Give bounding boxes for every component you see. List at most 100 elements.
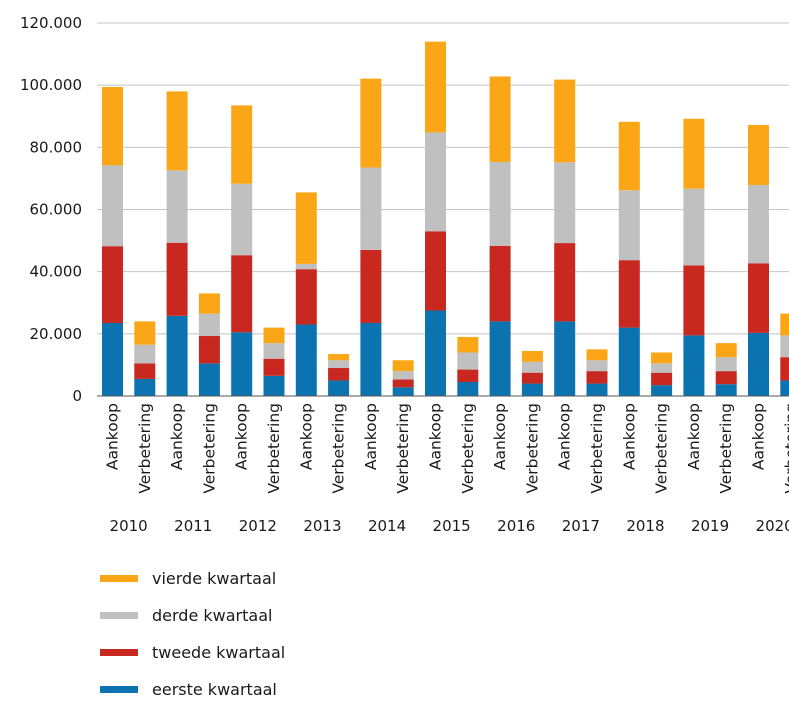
legend-swatch <box>100 611 138 619</box>
bar-segment <box>586 360 608 372</box>
bar-segment <box>780 380 789 396</box>
bar-segment <box>425 41 446 133</box>
year-label: 2015 <box>433 517 471 535</box>
bar-segment <box>102 246 123 323</box>
x-tick-label: Verbetering <box>782 403 789 494</box>
bar-segment <box>328 360 350 369</box>
bar-segment <box>683 118 705 189</box>
x-tick-label: Verbetering <box>653 403 671 494</box>
x-tick-label: Aankoop <box>556 403 574 470</box>
bar-segment <box>489 321 511 396</box>
bar-segment <box>651 372 673 386</box>
bar-segment <box>618 121 640 191</box>
legend-label: tweede kwartaal <box>152 642 286 662</box>
x-tick-label: Verbetering <box>200 403 218 494</box>
x-tick-label: Verbetering <box>136 403 154 494</box>
bar-segment <box>521 361 543 373</box>
bar-segment <box>521 350 543 362</box>
bar-segment <box>489 161 511 246</box>
legend-label: vierde kwartaal <box>152 568 277 588</box>
bar-segment <box>263 375 285 396</box>
bar-segment <box>748 332 769 396</box>
bar-segment <box>586 349 608 361</box>
bar-segment <box>618 327 640 396</box>
bar-segment <box>618 190 640 261</box>
bar-segment <box>748 184 769 264</box>
bar-segment <box>489 76 511 162</box>
bar-segment <box>392 387 414 396</box>
x-tick-label: Aankoop <box>491 403 509 470</box>
bar-segment <box>683 335 705 396</box>
bar-segment <box>134 363 156 379</box>
bar-segment <box>198 336 220 364</box>
bar-segment <box>683 265 705 336</box>
bar-segment <box>295 269 317 325</box>
bar-segment <box>231 332 253 396</box>
bar-segment <box>521 372 543 384</box>
bar-segment <box>392 360 414 372</box>
bar-segment <box>618 260 640 328</box>
year-label: 2011 <box>174 517 212 535</box>
bar-segment <box>425 310 446 396</box>
x-tick-label: Aankoop <box>168 403 186 470</box>
bar-segment <box>683 188 705 266</box>
bar-segment <box>231 255 253 333</box>
bar-segment <box>134 321 156 345</box>
bar-segment <box>392 371 414 380</box>
bar-segment <box>715 357 737 372</box>
y-tick-label: 20.000 <box>30 325 83 343</box>
bar-segment <box>780 335 789 358</box>
year-label: 2013 <box>303 517 341 535</box>
bar-segment <box>198 293 220 314</box>
chart-area: 0 20.000 40.000 60.000 80.000 100.000 120.000 A… <box>20 14 789 535</box>
x-tick-label: Verbetering <box>523 403 541 494</box>
bar-segment <box>328 380 350 396</box>
legend-label: derde kwartaal <box>152 605 273 625</box>
bar-segment <box>554 321 576 396</box>
x-tick-label: Aankoop <box>685 403 703 470</box>
bar-segment <box>328 354 350 361</box>
x-tick-label: Aankoop <box>427 403 445 470</box>
legend-item-tweede-kwartaal: tweede kwartaal <box>100 640 285 664</box>
bar-segment <box>489 245 511 322</box>
bar-segment <box>166 170 188 243</box>
bar-segment <box>360 322 382 396</box>
bar-segment <box>715 384 737 396</box>
bar-segment <box>263 327 285 344</box>
bar-segment <box>166 242 188 316</box>
bar-segment <box>263 343 285 359</box>
year-label: 2010 <box>110 517 148 535</box>
bar-segment <box>457 352 479 370</box>
y-tick-label: 100.000 <box>20 76 82 94</box>
bar-segment <box>748 124 769 185</box>
x-tick-label: Verbetering <box>394 403 412 494</box>
bar-segment <box>360 167 382 250</box>
year-label: 2019 <box>691 517 729 535</box>
legend-swatch <box>100 574 138 582</box>
bar-segment <box>198 313 220 337</box>
legend-item-eerste-kwartaal: eerste kwartaal <box>100 677 277 701</box>
bar-segment <box>554 162 576 244</box>
x-tick-label: Aankoop <box>750 403 768 470</box>
bar-segment <box>231 183 253 256</box>
x-tick-label: Aankoop <box>620 403 638 470</box>
year-label: 2014 <box>368 517 406 535</box>
bar-segment <box>198 363 220 396</box>
bar-segment <box>134 378 156 396</box>
bar-segment <box>425 132 446 232</box>
y-tick-label: 40.000 <box>30 263 83 281</box>
bar-segment <box>715 343 737 358</box>
y-tick-label: 120.000 <box>20 14 82 32</box>
bar-segment <box>586 383 608 396</box>
bar-segment <box>166 91 188 171</box>
x-tick-label: Verbetering <box>265 403 283 494</box>
year-label: 2017 <box>562 517 600 535</box>
bar-segment <box>457 336 479 353</box>
stacked-bar-chart: 0 20.000 40.000 60.000 80.000 100.000 120.000 A… <box>20 14 789 535</box>
legend-label: eerste kwartaal <box>152 679 277 699</box>
bar-segment <box>457 382 479 396</box>
bar-segment <box>295 263 317 270</box>
bar-segment <box>651 352 673 364</box>
bar-segment <box>715 371 737 385</box>
legend-item-derde-kwartaal: derde kwartaal <box>100 603 272 627</box>
